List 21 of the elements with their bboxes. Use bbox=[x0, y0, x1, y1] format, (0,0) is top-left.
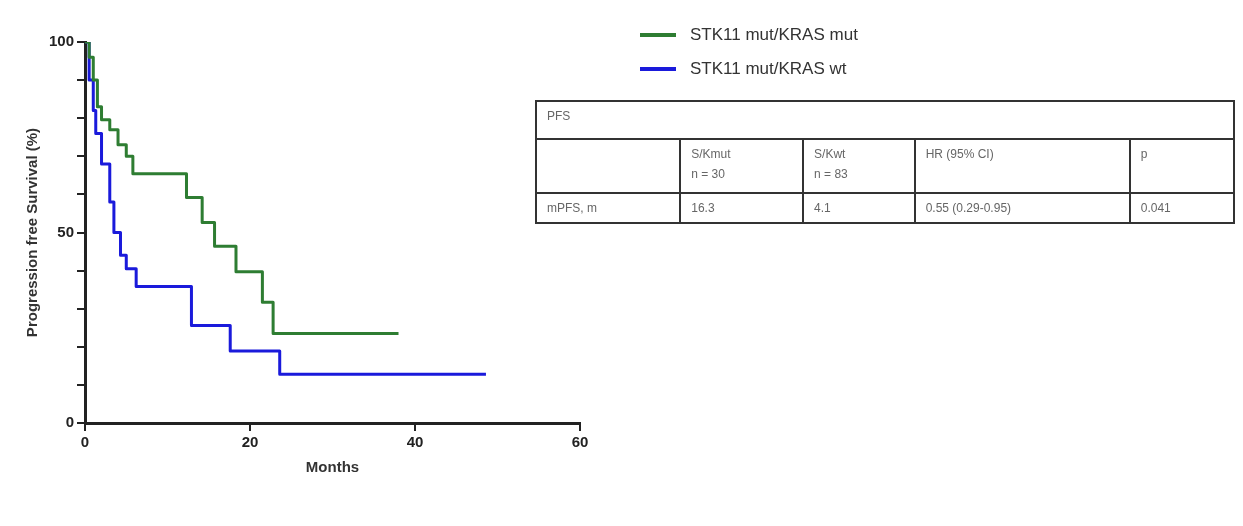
text: 0.55 (0.29-0.95) bbox=[914, 193, 1130, 223]
y-tick-label: 100 bbox=[49, 32, 75, 50]
x-tick-label: 40 bbox=[406, 433, 424, 451]
y-tick-label: 50 bbox=[57, 222, 75, 240]
text: 16.3 bbox=[680, 193, 804, 223]
annotation: PFS bbox=[536, 101, 1234, 139]
annotation: mPFS, m bbox=[536, 193, 681, 223]
x-axis-title: Months bbox=[305, 458, 360, 476]
text: 4.1 bbox=[803, 193, 915, 223]
x-tick-label: 20 bbox=[241, 433, 259, 451]
x-tick-label: 0 bbox=[80, 433, 90, 451]
text: p bbox=[1129, 139, 1234, 193]
text: S/Kwt n = 83 bbox=[803, 139, 915, 193]
y-tick-label: 0 bbox=[65, 413, 75, 431]
y-axis-title: Progression free Survival (%) bbox=[23, 127, 41, 338]
text: HR (95% CI) bbox=[914, 139, 1130, 193]
text: 0.041 bbox=[1129, 193, 1234, 223]
legend-label: STK11 mut/KRAS wt bbox=[690, 59, 847, 79]
x-tick-label: 60 bbox=[571, 433, 589, 451]
legend-label: STK11 mut/KRAS mut bbox=[690, 25, 858, 45]
text: S/Kmut n = 30 bbox=[680, 139, 804, 193]
